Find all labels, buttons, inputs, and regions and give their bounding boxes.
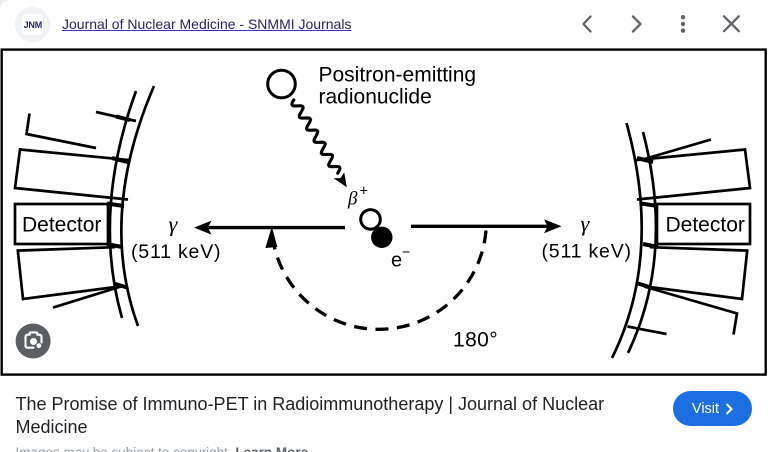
svg-text:radionuclide: radionuclide <box>319 86 432 109</box>
svg-text:(511 keV): (511 keV) <box>131 241 221 263</box>
svg-text:Detector: Detector <box>666 214 745 237</box>
svg-text:Detector: Detector <box>22 214 101 237</box>
svg-text:e: e <box>391 250 402 272</box>
svg-text:β: β <box>347 189 358 210</box>
svg-text:Positron-emitting: Positron-emitting <box>319 64 477 87</box>
svg-text:+: + <box>360 184 368 200</box>
svg-text:180°: 180° <box>453 329 498 352</box>
svg-text:−: − <box>402 244 410 260</box>
svg-text:γ: γ <box>581 211 591 236</box>
svg-text:(511 keV): (511 keV) <box>542 241 632 263</box>
svg-text:γ: γ <box>169 212 179 237</box>
